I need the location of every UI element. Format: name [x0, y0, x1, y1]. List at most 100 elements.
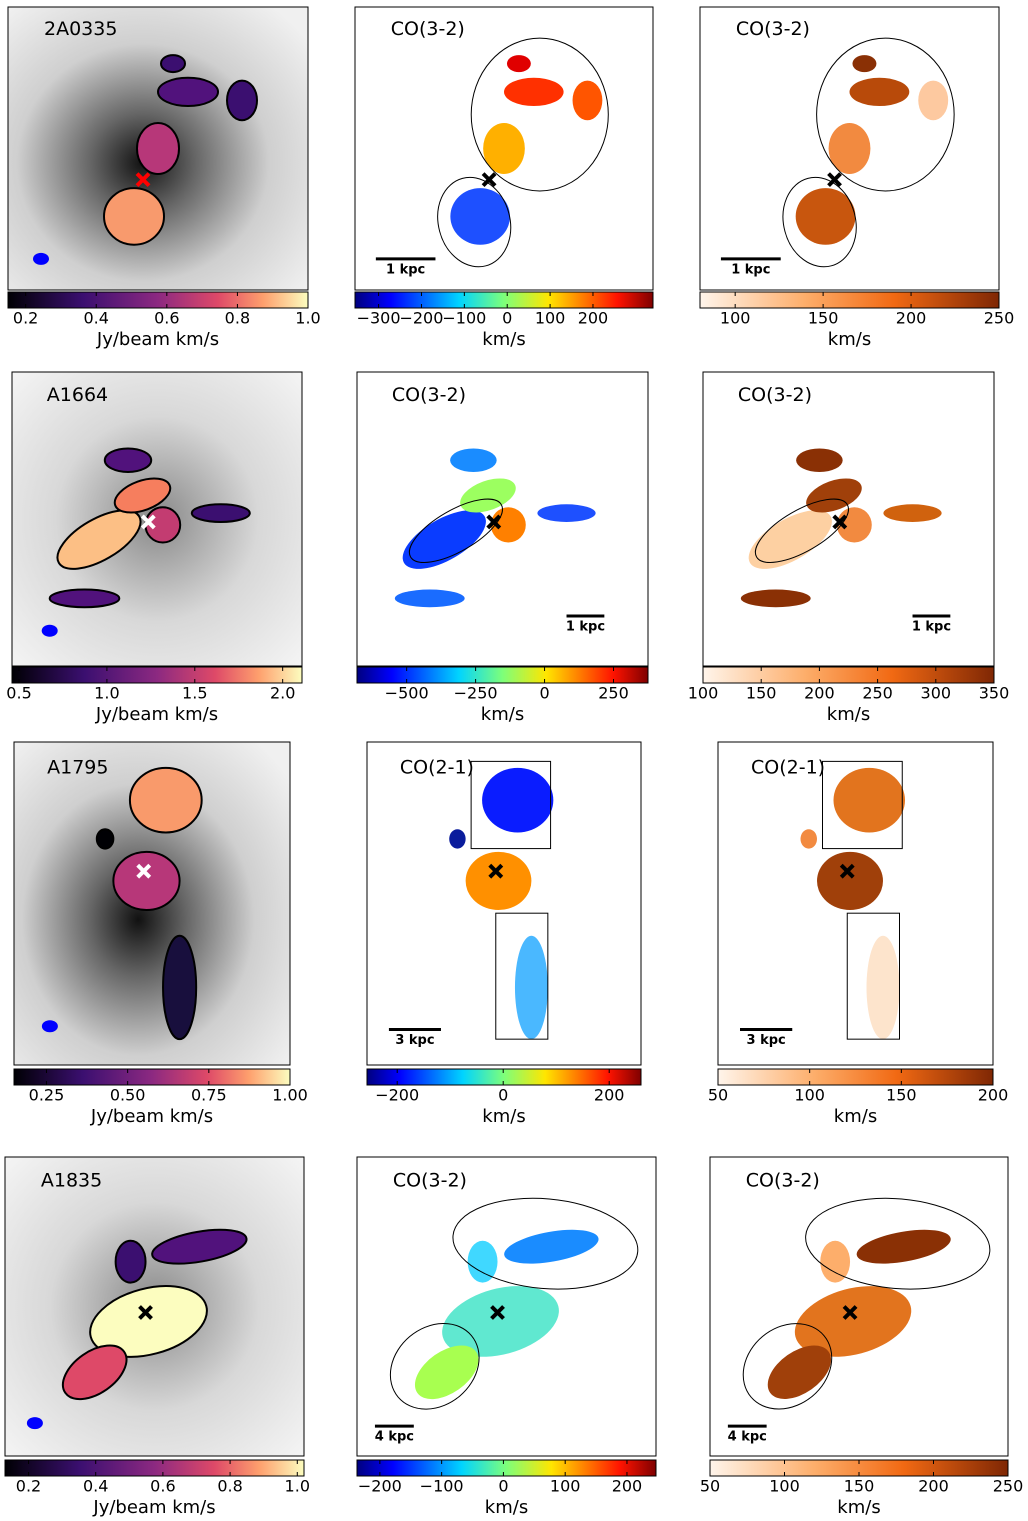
panel-label: A1835: [41, 1169, 102, 1191]
colorbar-tick-label: 150: [886, 1086, 917, 1105]
colorbar-tick-label: −100: [420, 1477, 464, 1496]
map: [8, 7, 308, 290]
colorbar-label: Jy/beam km/s: [96, 329, 219, 350]
colorbar-tick-label: 0.4: [83, 1477, 108, 1496]
colorbar-tick-label: 0.8: [217, 1477, 242, 1496]
colorbar: [367, 1069, 641, 1085]
emission-region: [918, 81, 948, 121]
colorbar-tick-label: 100: [535, 309, 566, 328]
emission-region: [450, 188, 510, 245]
colorbar: [700, 292, 999, 308]
emission-region: [741, 590, 811, 608]
map: [357, 1157, 656, 1456]
emission-region: [116, 1241, 146, 1283]
colorbar-tick-label: 1.5: [182, 684, 207, 703]
panel-label: CO(2-1): [751, 756, 825, 778]
map: [5, 1157, 304, 1456]
panel-label: CO(3-2): [738, 384, 812, 406]
colorbar-tick-label: 0.4: [84, 309, 109, 328]
colorbar-label: km/s: [482, 1106, 525, 1127]
emission-region: [113, 852, 179, 910]
colorbar-tick-label: 150: [844, 1477, 875, 1496]
emission-region: [573, 81, 603, 121]
colorbar-tick-label: 200: [578, 309, 609, 328]
emission-region: [507, 55, 531, 72]
colorbar-tick-label: −500: [385, 684, 429, 703]
colorbar-label: km/s: [834, 1106, 877, 1127]
emission-region: [515, 936, 548, 1039]
colorbar-tick-label: 150: [808, 309, 839, 328]
colorbar-tick-label: 1.0: [94, 684, 119, 703]
colorbar-tick-label: 2.0: [270, 684, 295, 703]
emission-region: [504, 78, 564, 106]
colorbar-label: Jy/beam km/s: [90, 1106, 213, 1127]
colorbar-tick-label: −250: [454, 684, 498, 703]
emission-region: [850, 78, 910, 106]
emission-region: [834, 768, 906, 833]
colorbar: [357, 1460, 656, 1476]
colorbar-tick-label: 0.2: [16, 1477, 41, 1496]
emission-region: [867, 936, 900, 1039]
colorbar: [8, 292, 308, 308]
colorbar-label: km/s: [837, 1497, 880, 1518]
emission-region: [468, 1241, 498, 1283]
colorbar-tick-label: 0.2: [13, 309, 38, 328]
colorbar-tick-label: 50: [700, 1477, 720, 1496]
colorbar-tick-label: 200: [918, 1477, 949, 1496]
colorbar-tick-label: 50: [708, 1086, 728, 1105]
beam: [42, 625, 58, 637]
scale-bar-label: 3 kpc: [395, 1033, 434, 1048]
colorbar-label: Jy/beam km/s: [92, 1497, 215, 1518]
panel-label: CO(3-2): [391, 18, 465, 40]
emission-region: [852, 55, 876, 72]
scale-bar-label: 1 kpc: [912, 620, 951, 635]
scale-bar-label: 4 kpc: [728, 1430, 767, 1445]
emission-region: [482, 768, 553, 833]
emission-region: [97, 829, 114, 848]
map: [718, 742, 993, 1065]
colorbar-tick-label: 0.6: [150, 1477, 175, 1496]
colorbar-tick-label: 0: [498, 1086, 508, 1105]
colorbar-tick-label: 250: [993, 1477, 1024, 1496]
panel-label: CO(3-2): [736, 18, 810, 40]
colorbar-tick-label: 200: [978, 1086, 1009, 1105]
colorbar-tick-label: 200: [612, 1477, 643, 1496]
colorbar-tick-label: −200: [399, 309, 443, 328]
colorbar-tick-label: 350: [979, 684, 1010, 703]
panel-label: CO(3-2): [392, 384, 466, 406]
colorbar: [5, 1460, 304, 1476]
colorbar: [355, 292, 653, 308]
scale-bar-label: 3 kpc: [747, 1033, 786, 1048]
colorbar-tick-label: −300: [357, 309, 401, 328]
colorbar-tick-label: −200: [375, 1086, 419, 1105]
panel-label: 2A0335: [44, 18, 117, 40]
colorbar-tick-label: 1.0: [295, 309, 320, 328]
map: [14, 742, 290, 1065]
emission-region: [801, 829, 818, 848]
colorbar-tick-label: 100: [769, 1477, 800, 1496]
emission-region: [161, 55, 185, 72]
map: [710, 1157, 1008, 1456]
emission-region: [104, 188, 164, 245]
scale-bar-label: 1 kpc: [386, 262, 425, 277]
emission-region: [817, 852, 883, 910]
panel-label: CO(2-1): [400, 756, 474, 778]
figure: 2A0335 0.2 0.4 0.6 0.8 1.0 Jy/beam km/s CO(3-2)…: [0, 0, 1028, 1521]
panel-label: CO(3-2): [393, 1169, 467, 1191]
colorbar-tick-label: 150: [746, 684, 777, 703]
colorbar-tick-label: 200: [896, 309, 927, 328]
panel-label: A1664: [47, 384, 108, 406]
emission-region: [537, 504, 595, 522]
colorbar-tick-label: −200: [358, 1477, 402, 1496]
emission-region: [395, 590, 465, 608]
colorbar-tick-label: 0.25: [29, 1086, 65, 1105]
colorbar-tick-label: 200: [594, 1086, 625, 1105]
colorbar-tick-label: 1.0: [285, 1477, 310, 1496]
emission-region: [158, 78, 218, 106]
emission-region: [227, 81, 257, 121]
colorbar-label: km/s: [828, 329, 871, 350]
colorbar: [703, 667, 994, 683]
emission-region: [796, 448, 843, 472]
emission-region: [450, 448, 497, 472]
emission-region: [137, 123, 179, 174]
